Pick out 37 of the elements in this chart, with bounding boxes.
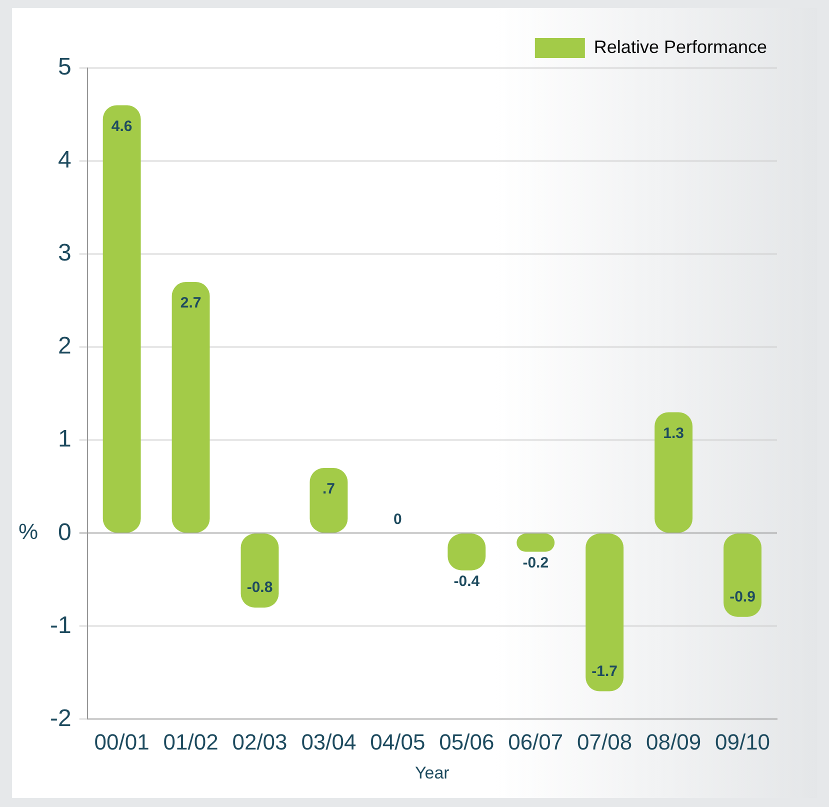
x-tick-label: 03/04 — [301, 729, 356, 754]
bar — [724, 534, 762, 617]
y-tick-label: 4 — [58, 146, 72, 174]
y-tick-label: -1 — [50, 612, 72, 639]
data-label: 2.7 — [180, 294, 202, 312]
x-tick-label: 02/03 — [232, 729, 288, 754]
data-label: -1.7 — [592, 662, 618, 680]
x-tick-label: 04/05 — [370, 729, 426, 754]
x-tick-label: 05/06 — [439, 729, 494, 754]
x-tick-label: 07/08 — [577, 729, 632, 754]
y-tick-label: -2 — [50, 704, 72, 732]
y-tick-label: 1 — [58, 426, 72, 453]
legend-label: Relative Performance — [594, 36, 768, 57]
x-tick-label: 09/10 — [714, 729, 770, 754]
y-tick-label: 5 — [58, 54, 72, 81]
data-label: 0 — [394, 510, 402, 528]
data-label: -0.9 — [730, 588, 756, 606]
data-label: -0.4 — [454, 572, 480, 590]
data-label: 1.3 — [663, 424, 684, 442]
data-label: .7 — [322, 480, 335, 498]
bar — [172, 282, 210, 533]
x-axis-title: Year — [414, 763, 450, 782]
bar — [586, 534, 624, 692]
bar — [102, 105, 141, 533]
bar — [654, 412, 693, 533]
y-tick-label: 2 — [58, 332, 72, 360]
y-axis-title: % — [18, 519, 38, 544]
data-label: -0.2 — [522, 554, 549, 572]
data-label: 4.6 — [111, 118, 132, 135]
x-tick-label: 01/02 — [163, 729, 218, 754]
x-tick-label: 00/01 — [94, 729, 150, 754]
data-label: -0.8 — [246, 579, 273, 596]
y-tick-label: 0 — [58, 518, 72, 546]
y-tick-label: 3 — [58, 240, 72, 267]
bar — [240, 534, 279, 608]
x-tick-label: 06/07 — [508, 729, 564, 754]
x-tick-label: 08/09 — [646, 729, 702, 754]
